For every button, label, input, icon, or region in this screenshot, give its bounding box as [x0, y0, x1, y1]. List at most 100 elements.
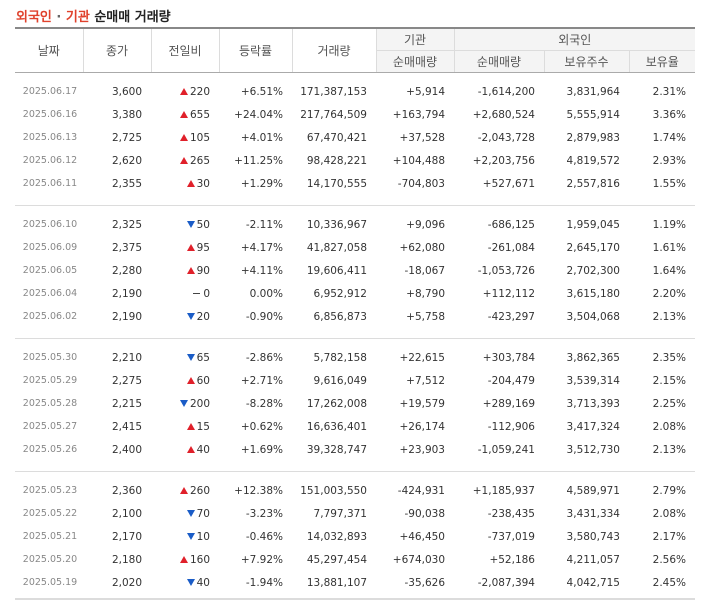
cell-inst-net: +22,615: [399, 351, 445, 364]
cell-foreign-hold: 3,512,730: [566, 443, 620, 456]
change-value: 30: [196, 177, 210, 190]
table-row: 2025.05.22 2,100 70 -3.23% 7,797,371 -90,038 -…: [15, 502, 695, 525]
change-value: 60: [196, 374, 210, 387]
group-spacer: [15, 72, 695, 80]
cell-foreign-ratio: 2.13%: [652, 310, 687, 323]
cell-change: 265: [151, 149, 219, 172]
cell-close: 2,725: [111, 131, 142, 144]
cell-rate: 0.00%: [249, 287, 283, 300]
cell-volume: 41,827,058: [306, 241, 367, 254]
triangle-up-icon: [186, 266, 195, 274]
cell-rate: +1.29%: [240, 177, 283, 190]
cell-foreign-hold: 3,417,324: [566, 420, 620, 433]
cell-close: 2,180: [111, 553, 142, 566]
cell-foreign-net: +2,680,524: [472, 108, 535, 121]
header-change: 전일비: [150, 27, 219, 73]
cell-rate: +12.38%: [234, 484, 283, 497]
change-value: 90: [196, 264, 210, 277]
cell-foreign-net: +112,112: [482, 287, 535, 300]
cell-inst-net: +104,488: [392, 154, 445, 167]
table-row: 2025.05.19 2,020 40 -1.94% 13,881,107 -35,626…: [15, 571, 695, 594]
cell-foreign-hold: 4,042,715: [566, 576, 620, 589]
change-value: 15: [196, 420, 210, 433]
cell-foreign-ratio: 2.31%: [652, 85, 687, 98]
triangle-up-icon: [179, 110, 188, 118]
cell-date: 2025.06.17: [22, 86, 78, 97]
cell-close: 2,190: [111, 310, 142, 323]
cell-volume: 171,387,153: [300, 85, 367, 98]
cell-date: 2025.06.12: [22, 155, 78, 166]
header-group-foreign: 외국인: [453, 27, 696, 51]
cell-foreign-ratio: 2.56%: [652, 553, 687, 566]
cell-close: 2,210: [111, 351, 142, 364]
group-divider: [15, 461, 696, 472]
cell-date: 2025.06.09: [22, 242, 78, 253]
triangle-up-icon: [186, 376, 195, 384]
cell-date: 2025.05.28: [22, 398, 78, 409]
cell-change: 0: [151, 282, 219, 305]
cell-foreign-net: -1,059,241: [477, 443, 535, 456]
change-value: 0: [203, 287, 210, 300]
cell-volume: 6,952,912: [313, 287, 367, 300]
triangle-down-icon: [186, 532, 195, 540]
table-row: 2025.05.27 2,415 15 +0.62% 16,636,401 +26,174…: [15, 415, 695, 438]
cell-foreign-ratio: 2.08%: [652, 420, 687, 433]
trading-volume-table: 날짜 종가 전일비 등락률 거래량 기관 외국인 순매매량 순매매량 보유주수 …: [15, 27, 696, 600]
cell-date: 2025.06.16: [22, 109, 78, 120]
cell-close: 3,600: [111, 85, 142, 98]
cell-foreign-hold: 3,504,068: [566, 310, 620, 323]
cell-volume: 98,428,221: [306, 154, 367, 167]
cell-date: 2025.06.13: [22, 132, 78, 143]
cell-close: 2,400: [111, 443, 142, 456]
change-value: 200: [189, 397, 210, 410]
cell-rate: +4.01%: [240, 131, 283, 144]
cell-change: 65: [151, 346, 219, 369]
cell-date: 2025.05.19: [22, 577, 78, 588]
cell-date: 2025.06.05: [22, 265, 78, 276]
cell-foreign-hold: 2,879,983: [566, 131, 620, 144]
cell-inst-net: -424,931: [397, 484, 445, 497]
cell-foreign-net: -112,906: [487, 420, 535, 433]
cell-foreign-hold: 4,819,572: [566, 154, 620, 167]
triangle-up-icon: [179, 87, 188, 95]
cell-close: 2,190: [111, 287, 142, 300]
cell-inst-net: +8,790: [406, 287, 445, 300]
cell-date: 2025.06.10: [22, 219, 78, 230]
triangle-up-icon: [186, 243, 195, 251]
cell-foreign-hold: 3,615,180: [566, 287, 620, 300]
table-row: 2025.06.13 2,725 105 +4.01% 67,470,421 +37,52…: [15, 126, 695, 149]
cell-foreign-hold: 4,211,057: [566, 553, 620, 566]
cell-date: 2025.05.27: [22, 421, 78, 432]
cell-close: 2,275: [111, 374, 142, 387]
cell-volume: 9,616,049: [313, 374, 367, 387]
cell-foreign-ratio: 2.93%: [652, 154, 687, 167]
cell-foreign-ratio: 3.36%: [652, 108, 687, 121]
table-row: 2025.05.21 2,170 10 -0.46% 14,032,893 +46,450…: [15, 525, 695, 548]
cell-change: 15: [151, 415, 219, 438]
cell-close: 3,380: [111, 108, 142, 121]
cell-rate: +4.11%: [240, 264, 283, 277]
change-value: 95: [196, 241, 210, 254]
cell-foreign-net: +1,185,937: [472, 484, 535, 497]
change-value: 160: [189, 553, 210, 566]
cell-rate: -8.28%: [245, 397, 283, 410]
title-institution: 기관: [65, 10, 90, 25]
cell-date: 2025.05.22: [22, 508, 78, 519]
table-row: 2025.06.16 3,380 655 +24.04% 217,764,509 +163…: [15, 103, 695, 126]
group-divider: [15, 195, 696, 206]
cell-date: 2025.06.04: [22, 288, 78, 299]
cell-inst-net: +26,174: [399, 420, 445, 433]
cell-inst-net: +163,794: [392, 108, 445, 121]
cell-rate: +4.17%: [240, 241, 283, 254]
cell-foreign-hold: 2,702,300: [566, 264, 620, 277]
cell-inst-net: +5,914: [406, 85, 445, 98]
cell-close: 2,415: [111, 420, 142, 433]
cell-foreign-ratio: 2.79%: [652, 484, 687, 497]
cell-change: 40: [151, 571, 219, 594]
cell-foreign-hold: 5,555,914: [566, 108, 620, 121]
triangle-down-icon: [179, 399, 188, 407]
cell-foreign-net: -686,125: [487, 218, 535, 231]
cell-close: 2,375: [111, 241, 142, 254]
cell-foreign-ratio: 1.61%: [652, 241, 687, 254]
change-value: 20: [196, 310, 210, 323]
